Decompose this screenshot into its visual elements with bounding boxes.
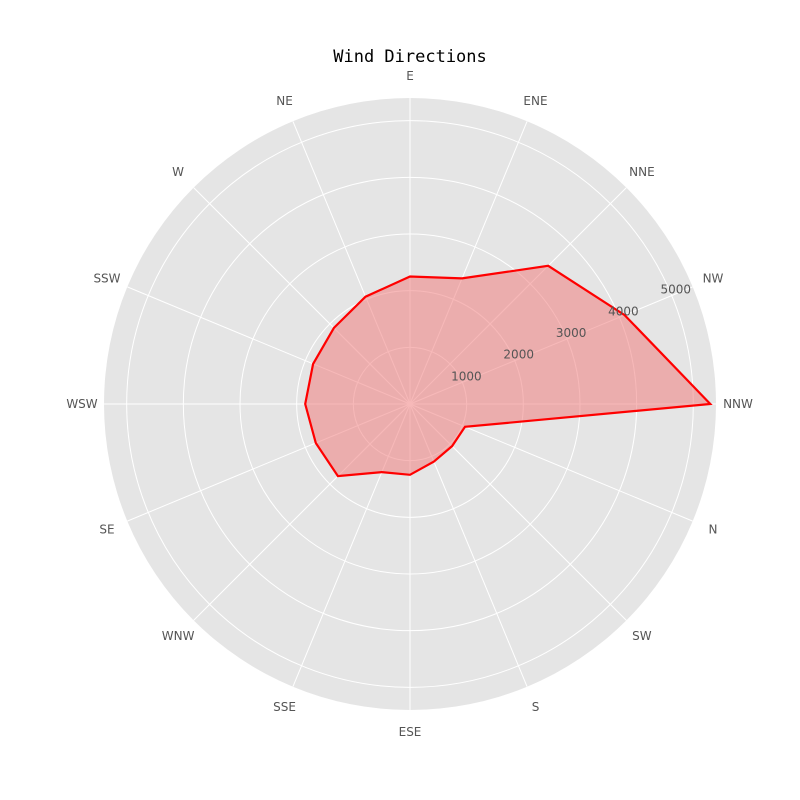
radial-tick-label: 5000 — [661, 283, 692, 297]
category-label: ENE — [523, 94, 547, 108]
category-label: SE — [99, 523, 114, 537]
category-label: W — [172, 165, 184, 179]
category-label: E — [406, 69, 414, 83]
category-label: SSW — [93, 272, 120, 286]
radial-tick-label: 1000 — [451, 369, 482, 383]
radial-tick-label: 2000 — [503, 348, 534, 362]
category-label: N — [709, 523, 718, 537]
category-label: SSE — [273, 700, 296, 714]
series-layer — [304, 264, 713, 478]
category-label: NE — [276, 94, 293, 108]
category-label: WNW — [162, 629, 195, 643]
category-label: NNW — [723, 397, 753, 411]
category-label: NW — [703, 272, 724, 286]
category-label: NNE — [629, 165, 655, 179]
series-line — [304, 264, 713, 478]
chart-title: Wind Directions — [333, 47, 487, 67]
radial-tick-label: 3000 — [556, 326, 587, 340]
category-label: S — [532, 700, 540, 714]
radial-tick-labels: 1000 2000 3000 4000 5000 — [451, 283, 691, 384]
category-label: WSW — [66, 397, 97, 411]
category-label: SW — [632, 629, 652, 643]
radial-tick-label: 4000 — [608, 304, 639, 318]
series-area — [305, 265, 711, 477]
category-label: ESE — [399, 725, 422, 739]
